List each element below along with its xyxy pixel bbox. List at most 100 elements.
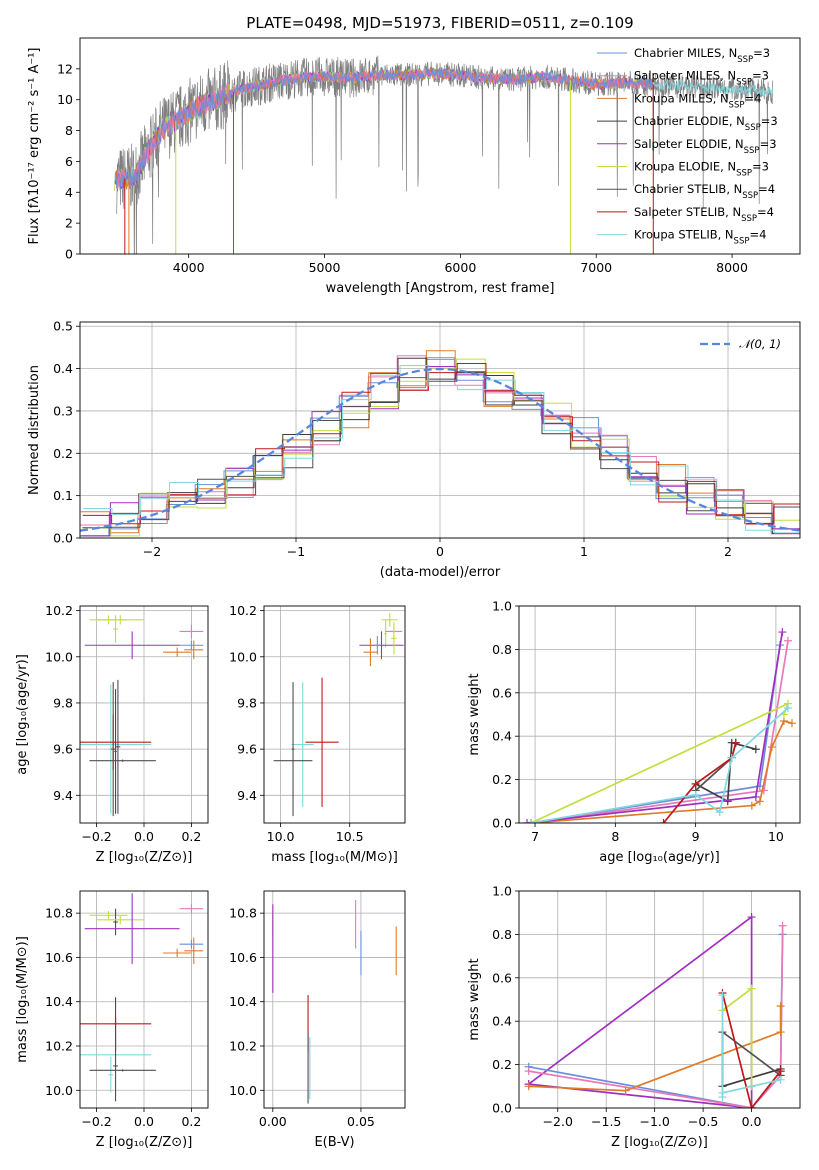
- y-tick-label: 0.8: [492, 927, 512, 942]
- x-tick-label: −2: [143, 544, 161, 559]
- legend-label: Kroupa MILES, NSSP=4: [634, 91, 761, 110]
- y-tick-label: 1.0: [492, 599, 512, 614]
- x-tick-label: 8000: [716, 260, 748, 275]
- residual-histogram-panel: −2 −1 0 1 2 0.0 0.1 0.2 0.3 0.4 0.5 (data-model)/er…: [27, 319, 801, 580]
- normal-curve: [80, 367, 800, 532]
- y-tick-label: 10: [57, 92, 73, 107]
- x-axis-label: mass [log₁₀(M/M⊙)]: [271, 850, 398, 865]
- weight-marker-salpeter_stelib: [691, 779, 700, 788]
- axes-frame: [263, 890, 406, 1109]
- x-tick-label: −1.0: [639, 1114, 669, 1129]
- y-axis-label: mass weight: [467, 673, 482, 755]
- x-tick-label: 6000: [444, 260, 476, 275]
- weight-marker-salpeter_stelib: [776, 1067, 785, 1076]
- legend-label: Kroupa ELODIE, NSSP=3: [634, 160, 769, 179]
- weight-marker-kroupa_stelib: [527, 819, 536, 823]
- y-tick-label: 10.0: [229, 1083, 257, 1098]
- axes-frame: [79, 37, 801, 255]
- y-tick-label: 0.6: [492, 970, 512, 985]
- weight-line-kroupa_elodie: [721, 986, 753, 1087]
- y-tick-label: 4: [65, 185, 73, 200]
- weight-line-chabrier_miles: [530, 644, 781, 823]
- weight-marker-salpeter_miles: [524, 1067, 533, 1076]
- x-tick-label: −0.2: [81, 1114, 111, 1129]
- x-tick-label: −0.2: [81, 829, 111, 844]
- residual-histogram-chabrier_elodie: [81, 357, 800, 537]
- x-tick-label: −1: [287, 544, 305, 559]
- x-axis-label: Z [log₁₀(Z/Z⊙)]: [611, 1135, 708, 1150]
- y-tick-label: 0.4: [53, 361, 73, 376]
- x-tick-label: 5000: [309, 260, 341, 275]
- y-axis-label: Flux [fλ10⁻¹⁷ erg cm⁻² s⁻¹ A⁻¹]: [27, 48, 42, 245]
- y-tick-label: 12: [57, 61, 73, 76]
- weight-marker-salpeter_elodie: [778, 628, 787, 637]
- y-tick-label: 9.6: [53, 742, 73, 757]
- y-tick-label: 10.6: [229, 950, 257, 965]
- plot-area: [272, 899, 397, 1104]
- weight-marker-kroupa_elodie: [747, 984, 756, 993]
- weight-marker-kroupa_stelib: [783, 703, 792, 712]
- y-tick-label: 0.0: [492, 816, 512, 831]
- y-axis-label: mass [log₁₀(M/M⊙)]: [15, 936, 30, 1063]
- weight-marker-salpeter_miles: [778, 921, 787, 930]
- weight-marker-kroupa_miles: [755, 797, 764, 806]
- plot-area: [113, 55, 774, 254]
- legend-label: Kroupa STELIB, NSSP=4: [634, 228, 766, 247]
- weight-marker-kroupa_stelib: [715, 808, 724, 817]
- spectrum-title: PLATE=0498, MJD=51973, FIBERID=0511, z=0…: [246, 14, 633, 32]
- weight-line-salpeter_miles: [528, 925, 784, 1108]
- weight-line-chabrier_stelib: [721, 1031, 782, 1077]
- y-tick-label: 10.6: [45, 950, 73, 965]
- y-tick-label: 0.0: [492, 1101, 512, 1116]
- y-tick-label: 0.2: [53, 446, 73, 461]
- mass-weight-vs-metallicity-panel: −2.0 −1.5 −1.0 −0.5 0.0 0.0 0.2 0.4 0.6 0.8 1.0 Z […: [467, 884, 801, 1150]
- model-spectrum-chabrier_miles: [115, 67, 654, 189]
- y-tick-label: 10.2: [45, 603, 73, 618]
- y-tick-label: 0.2: [492, 1057, 512, 1072]
- y-tick-label: 0.1: [53, 488, 73, 503]
- residual-histogram-chabrier_miles: [80, 357, 800, 537]
- legend-label: Salpeter ELODIE, NSSP=3: [634, 137, 777, 156]
- plot-area: [80, 893, 204, 1102]
- x-tick-label: 0.0: [134, 829, 154, 844]
- y-tick-label: 6: [65, 154, 73, 169]
- axes-frame: [79, 890, 209, 1109]
- weight-marker-kroupa_stelib: [718, 1088, 727, 1097]
- y-tick-label: 9.4: [53, 788, 73, 803]
- y-tick-label: 1.0: [492, 884, 512, 899]
- y-tick-label: 0.3: [53, 403, 73, 418]
- x-axis-label: Z [log₁₀(Z/Z⊙)]: [96, 1135, 193, 1150]
- legend-label: Chabrier ELODIE, NSSP=3: [634, 114, 778, 133]
- weight-marker-salpeter_miles: [759, 786, 768, 795]
- y-tick-label: 10.4: [229, 994, 257, 1009]
- weight-marker-kroupa_miles: [747, 801, 756, 810]
- y-tick-label: 0: [65, 247, 73, 262]
- x-tick-label: −2.0: [543, 1114, 573, 1129]
- weight-line-kroupa_miles: [528, 1006, 782, 1092]
- x-tick-label: 2: [724, 544, 732, 559]
- y-tick-label: 2: [65, 216, 73, 231]
- x-tick-label: 0.0: [134, 1114, 154, 1129]
- x-axis-label: (data-model)/error: [380, 565, 501, 580]
- weight-marker-salpeter_stelib: [731, 738, 740, 747]
- x-tick-label: 0: [436, 544, 444, 559]
- x-tick-label: 10.5: [336, 829, 364, 844]
- residual-histogram-salpeter_elodie: [81, 366, 800, 537]
- x-tick-label: −1.5: [591, 1114, 621, 1129]
- axes-frame: [263, 605, 406, 824]
- y-tick-label: 9.8: [237, 695, 257, 710]
- y-tick-label: 10.0: [45, 649, 73, 664]
- y-tick-label: 0.6: [492, 685, 512, 700]
- mass-vs-metallicity-panel: −0.2 0.0 0.2 10.0 10.2 10.4 10.6 10.8 Z [log₁₀(Z…: [15, 890, 209, 1150]
- x-tick-label: 7: [531, 829, 539, 844]
- weight-marker-kroupa_miles: [767, 743, 776, 752]
- y-axis-label: Normed distribution: [27, 365, 42, 495]
- x-tick-label: 8: [611, 829, 619, 844]
- axes-frame: [518, 890, 801, 1109]
- mass-weight-vs-age-panel: 7 8 9 10 0.0 0.2 0.4 0.6 0.8 1.0 age [log₁₀(age/yr…: [467, 599, 801, 865]
- weight-marker-salpeter_elodie: [523, 819, 532, 823]
- weight-marker-salpeter_stelib: [747, 1104, 756, 1108]
- weight-line-chabrier_elodie: [695, 741, 757, 803]
- residual-histogram-kroupa_stelib: [83, 365, 800, 534]
- weight-marker-kroupa_miles: [524, 1082, 533, 1091]
